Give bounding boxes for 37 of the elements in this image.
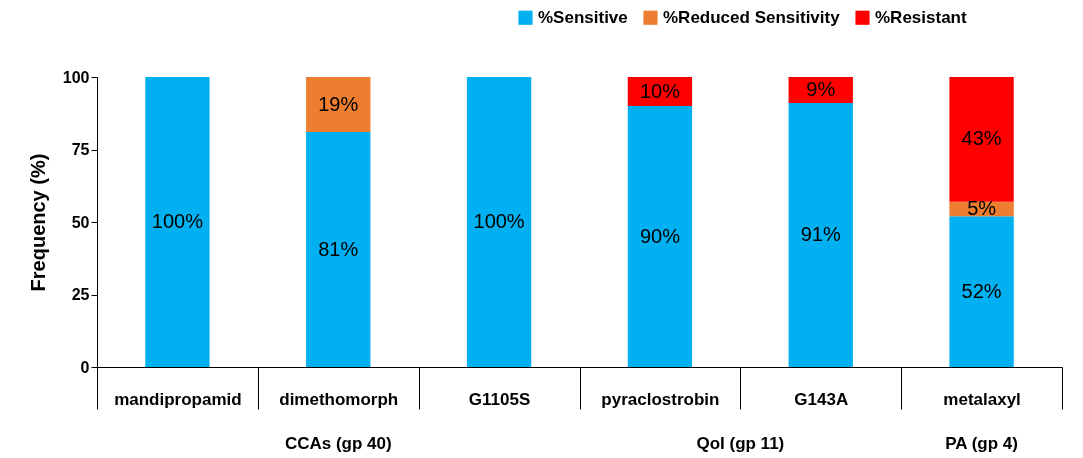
data-label: 9% (806, 78, 836, 101)
data-label: 5% (967, 196, 997, 219)
bar (466, 77, 532, 367)
y-tick-label: 75 (71, 141, 90, 158)
data-label: 100% (151, 210, 204, 232)
bar (627, 106, 693, 367)
data-label: 19% (318, 92, 359, 115)
data-label: 52% (961, 279, 1002, 302)
data-label: 91% (800, 223, 841, 246)
legend-label: %Reduced Sensitivity (663, 7, 841, 27)
data-label: 90% (639, 224, 681, 247)
data-label: 81% (318, 237, 359, 260)
x-tick-label: dimethomorph (279, 389, 399, 409)
bar (306, 77, 371, 133)
text: QoI (gp 11) (696, 434, 785, 453)
bar (788, 103, 853, 367)
data-label: 10% (639, 79, 681, 102)
text: PA (gp 4) (945, 434, 1018, 453)
bar (306, 132, 371, 367)
y-tick-label: 100 (62, 68, 90, 86)
bar (949, 77, 1014, 202)
x-tick-label: mandipropamid (114, 389, 242, 409)
text: CCAs (gp 40) (284, 434, 392, 453)
y-axis-title: Frequency (%) (26, 153, 49, 292)
bar (145, 77, 210, 367)
legend-label: %Sensitive (538, 7, 628, 27)
x-tick-label: G143A (794, 389, 849, 409)
data-label: 100% (473, 210, 525, 232)
x-tick-label: metalaxyl (943, 389, 1021, 409)
y-tick-label: 25 (71, 286, 90, 303)
data-label: 43% (961, 127, 1002, 150)
x-tick-label: G1105S (468, 389, 531, 409)
bar (949, 216, 1014, 367)
y-tick-label: 50 (71, 213, 90, 231)
legend-label: %Resistant (875, 7, 967, 27)
x-tick-label: pyraclostrobin (601, 389, 720, 409)
y-tick-label: 0 (80, 358, 90, 376)
